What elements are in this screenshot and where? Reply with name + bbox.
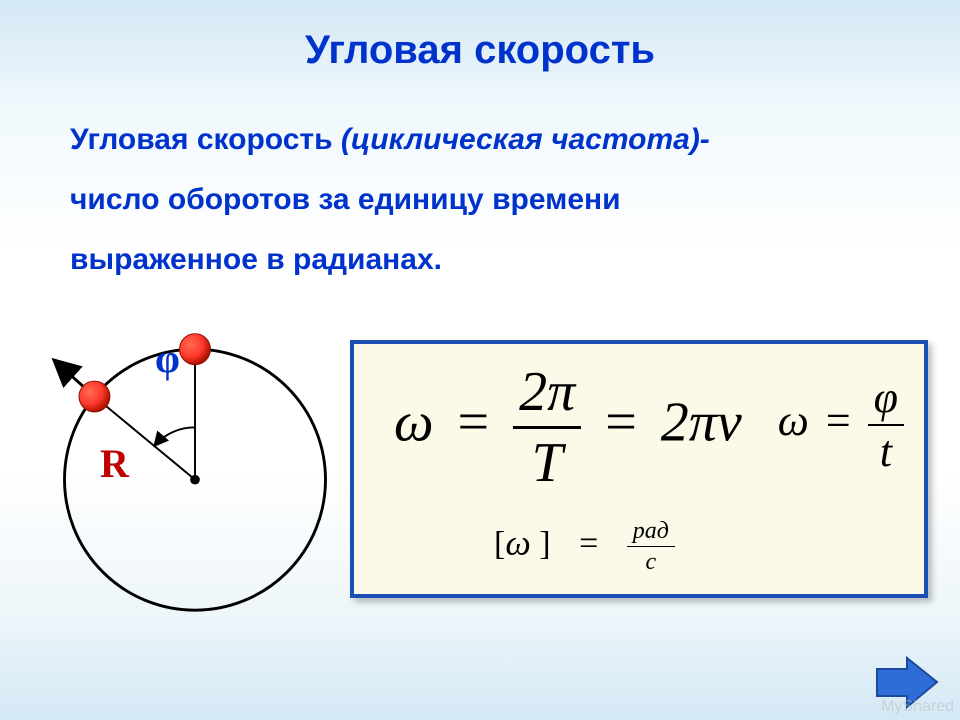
circle-diagram <box>50 320 340 620</box>
fraction-1: 2π T <box>513 364 581 491</box>
numerator-phi: φ <box>868 376 904 426</box>
numerator-rad: рад <box>627 519 675 547</box>
fraction-unit: рад с <box>627 519 675 574</box>
equals-2: = <box>605 391 637 453</box>
fraction-phi-t: φ t <box>868 376 904 474</box>
formula-right: ω = φ t <box>778 376 904 474</box>
equals-3: = <box>826 396 851 445</box>
definition-text: Угловая скорость (циклическая частота)- … <box>70 110 910 290</box>
omega-symbol: ω <box>394 391 434 453</box>
definition-line2: число оборотов за единицу времени <box>70 183 621 216</box>
denominator-1: T <box>513 429 581 491</box>
denominator-t: t <box>868 426 904 474</box>
angle-arc <box>154 427 195 445</box>
ball-point-1 <box>180 334 211 365</box>
equals-1: = <box>458 391 490 453</box>
radius-label: R <box>100 440 129 487</box>
center-dot <box>190 475 200 485</box>
formula-box: ω = 2π T = 2πν ω = φ t [ω ] = рад с <box>350 340 928 598</box>
formula-main: ω = 2π T = 2πν <box>394 364 742 491</box>
definition-line3: выраженное в радианах. <box>70 243 442 276</box>
omega-symbol-2: ω <box>778 396 809 445</box>
formula-units: [ω ] = рад с <box>494 519 675 574</box>
left-bracket: [ <box>494 525 505 562</box>
right-bracket: ] <box>539 525 550 562</box>
denominator-s: с <box>627 547 675 574</box>
equals-unit: = <box>579 525 598 562</box>
omega-unit: ω <box>505 522 530 562</box>
term-2pinu: 2πν <box>661 391 742 453</box>
watermark-text: MyShared <box>881 698 954 716</box>
numerator-1: 2π <box>513 364 581 429</box>
definition-bold: Угловая скорость <box>70 123 341 156</box>
page-title: Угловая скорость <box>0 0 960 73</box>
ball-point-2 <box>79 381 110 412</box>
definition-italic: (циклическая частота)- <box>341 123 710 156</box>
phi-label: φ <box>155 335 180 382</box>
